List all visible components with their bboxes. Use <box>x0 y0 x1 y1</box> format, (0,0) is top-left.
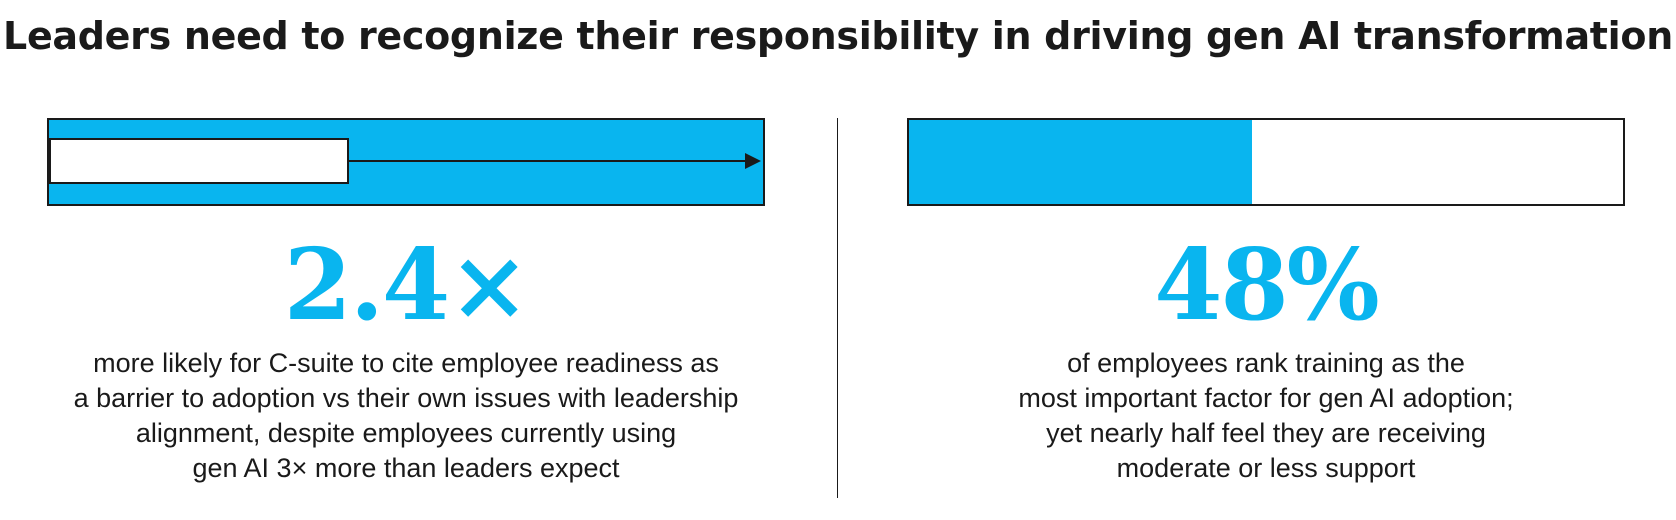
right-description: of employees rank training as the most i… <box>907 346 1625 486</box>
progress-bar-fill <box>909 120 1252 204</box>
left-description: more likely for C-suite to cite employee… <box>47 346 765 486</box>
right-description-line: moderate or less support <box>1116 453 1416 483</box>
left-description-line: gen AI 3× more than leaders expect <box>192 453 620 483</box>
arrow-right-icon <box>347 153 761 169</box>
left-description-line: a barrier to adoption vs their own issue… <box>73 383 739 413</box>
ratio-bar <box>47 118 765 206</box>
baseline-box <box>49 138 349 184</box>
vertical-divider <box>837 118 838 498</box>
right-stat-panel: 48% of employees rank training as the mo… <box>907 118 1625 486</box>
right-description-line: of employees rank training as the <box>1067 348 1465 378</box>
left-stat-panel: 2.4× more likely for C-suite to cite emp… <box>47 118 765 486</box>
right-big-stat: 48% <box>1154 228 1380 343</box>
right-description-line: most important factor for gen AI adoptio… <box>1018 383 1514 413</box>
right-description-line: yet nearly half feel they are receiving <box>1046 418 1486 448</box>
left-big-stat: 2.4× <box>283 228 531 343</box>
left-description-line: alignment, despite employees currently u… <box>135 418 677 448</box>
page-title: Leaders need to recognize their responsi… <box>3 14 1673 58</box>
progress-bar <box>907 118 1625 206</box>
left-description-line: more likely for C-suite to cite employee… <box>93 348 719 378</box>
